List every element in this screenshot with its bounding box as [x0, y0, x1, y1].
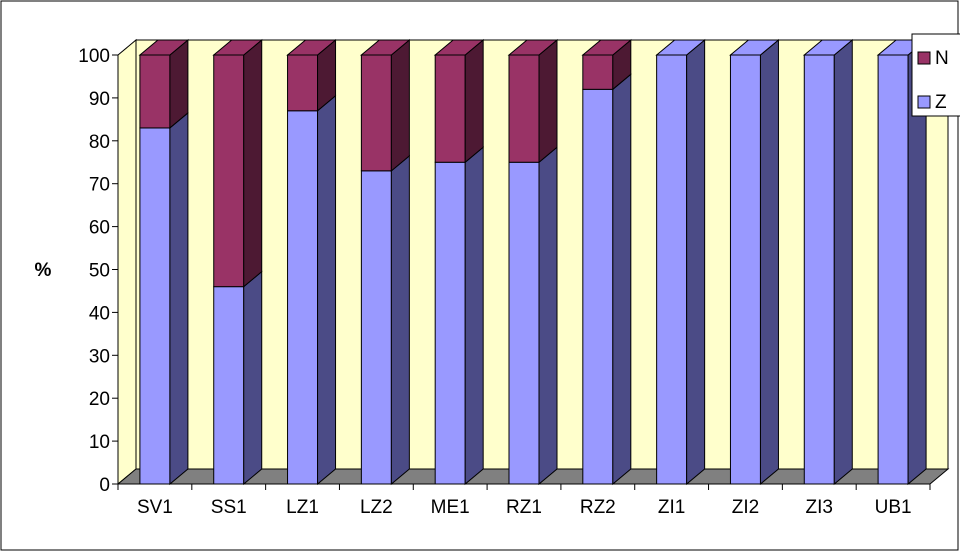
bar-n-RZ1 — [508, 54, 540, 163]
bar-top — [286, 39, 337, 56]
y-tick-label: 100 — [78, 46, 110, 67]
bar-z-side — [390, 154, 410, 486]
x-tick-label: LZ2 — [360, 497, 393, 518]
bar-z-ZI2 — [729, 54, 761, 485]
x-tick-label: ZI2 — [732, 497, 759, 518]
y-tick-label: 80 — [89, 132, 110, 153]
bar-z-RZ2 — [582, 88, 614, 485]
legend-label-N: N — [935, 48, 949, 69]
bar-n-side — [390, 38, 410, 172]
bar-z-SV1 — [139, 127, 171, 485]
bar-z-LZ1 — [287, 110, 319, 485]
bar-z-side — [317, 94, 337, 486]
x-tick-label: RZ2 — [580, 497, 616, 518]
x-tick-label: ME1 — [431, 497, 470, 518]
x-tick-label: SS1 — [211, 497, 247, 518]
y-tick-label: 30 — [89, 346, 110, 367]
legend-swatch-Z — [917, 95, 931, 109]
bar-z-ZI3 — [803, 54, 835, 485]
bar-top — [729, 39, 780, 56]
bar-n-LZ1 — [287, 54, 319, 112]
y-tick-label: 60 — [89, 218, 110, 239]
x-tick-label: SV1 — [137, 497, 173, 518]
x-tick-label: RZ1 — [506, 497, 542, 518]
y-axis-label: % — [35, 260, 52, 281]
y-tick-label: 50 — [89, 261, 110, 282]
bar-z-side — [759, 38, 779, 486]
bar-z-side — [833, 38, 853, 486]
legend: NZ — [911, 33, 960, 117]
bar-top — [359, 39, 411, 56]
bar-z-side — [686, 38, 706, 486]
bar-n-SV1 — [139, 54, 171, 129]
bar-top — [212, 39, 264, 56]
bar-top — [655, 39, 707, 56]
bars — [138, 38, 928, 486]
bar-top — [138, 39, 190, 56]
bar-n-side — [538, 38, 558, 164]
bar-z-side — [169, 111, 189, 486]
bar-n-side — [464, 38, 484, 164]
bar-z-side — [464, 146, 484, 486]
bar-z-ME1 — [434, 161, 466, 485]
bar-z-ZI1 — [656, 54, 688, 485]
bar-z-UB1 — [877, 54, 909, 485]
y-tick-label: 10 — [89, 432, 110, 453]
bar-n-ME1 — [434, 54, 466, 163]
bar-top — [802, 39, 854, 56]
bar-n-LZ2 — [360, 54, 392, 172]
x-axis-labels: SV1 SS1 LZ1 LZ2 ME1 RZ1 RZ2 ZI1 ZI2 ZI3 UB1 — [137, 497, 912, 518]
legend-label-Z: Z — [935, 92, 947, 113]
bar-z-LZ2 — [360, 170, 392, 485]
bar-n-side — [243, 38, 263, 288]
x-tick-label: LZ1 — [286, 497, 319, 518]
y-axis: 0 10 20 30 40 50 60 70 80 90 100 — [78, 46, 931, 496]
bar-top — [433, 39, 485, 56]
bar-n-RZ2 — [582, 54, 614, 90]
x-tick-label: ZI3 — [806, 497, 833, 518]
bar-top — [581, 39, 633, 56]
bar-z-RZ1 — [508, 161, 540, 485]
bar-z-side — [243, 270, 263, 486]
y-tick-label: 40 — [89, 303, 110, 324]
bar-top — [507, 39, 559, 56]
x-tick-label: UB1 — [875, 497, 912, 518]
legend-swatch-N — [917, 51, 931, 65]
y-tick-label: 0 — [99, 475, 110, 496]
bar-n-SS1 — [213, 54, 245, 288]
y-tick-label: 70 — [89, 175, 110, 196]
bar-z-side — [612, 73, 632, 486]
y-tick-label: 90 — [89, 89, 110, 110]
y-tick-label: 20 — [89, 389, 110, 410]
bar-z-SS1 — [213, 286, 245, 485]
side-wall — [117, 38, 137, 486]
bar-z-side — [538, 146, 558, 486]
x-tick-label: ZI1 — [658, 497, 685, 518]
